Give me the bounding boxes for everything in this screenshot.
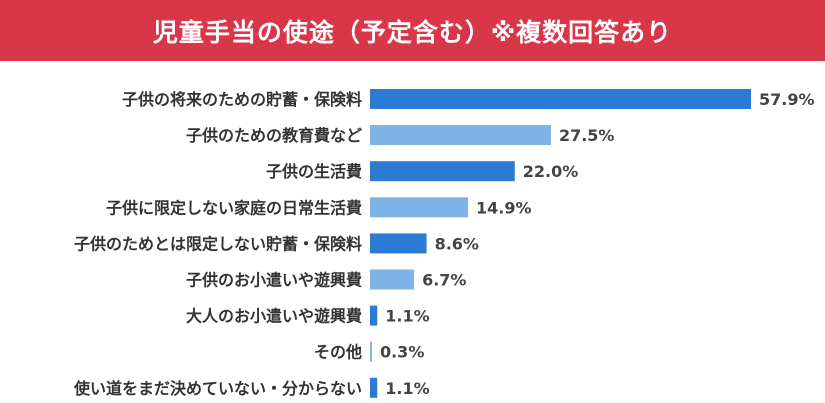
category-label: 子供に限定しない家庭の日常生活費 xyxy=(106,198,362,217)
value-label: 0.3% xyxy=(380,343,424,362)
value-label: 1.1% xyxy=(385,379,429,398)
bar xyxy=(370,233,427,254)
bar xyxy=(370,197,469,218)
category-label: 子供のためとは限定しない貯蓄・保険料 xyxy=(74,234,362,253)
bar xyxy=(370,89,751,109)
category-label: 子供の将来のための貯蓄・保険料 xyxy=(122,90,362,109)
category-label: 使い道をまだ決めていない・分からない xyxy=(73,379,362,398)
bar xyxy=(370,305,378,326)
bar xyxy=(370,269,415,290)
value-label: 1.1% xyxy=(385,307,429,326)
category-label: その他 xyxy=(314,343,362,362)
value-label: 6.7% xyxy=(422,271,466,290)
value-label: 27.5% xyxy=(559,126,615,145)
category-label: 大人のお小遣いや遊興費 xyxy=(186,307,362,326)
value-label: 8.6% xyxy=(435,234,479,253)
bar xyxy=(370,125,551,146)
category-label: 子供のお小遣いや遊興費 xyxy=(186,271,362,290)
bar xyxy=(370,161,515,182)
bar xyxy=(370,377,378,398)
category-label: 子供の生活費 xyxy=(266,162,362,181)
category-label: 子供のための教育費など xyxy=(186,126,362,145)
value-label: 57.9% xyxy=(759,90,815,109)
chart-title: 児童手当の使途（予定含む）※複数回答あり xyxy=(0,0,825,61)
bar xyxy=(370,341,372,362)
value-label: 14.9% xyxy=(476,198,532,217)
value-label: 22.0% xyxy=(523,162,579,181)
